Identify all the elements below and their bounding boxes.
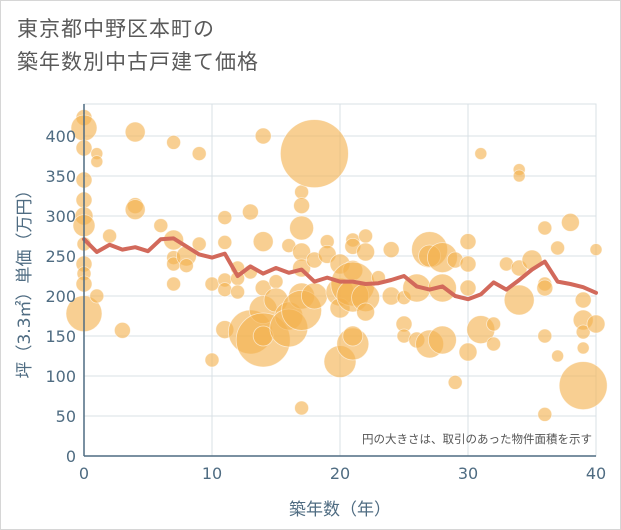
bubble-point xyxy=(102,228,117,244)
chart-title-line-2: 築年数別中古戸建て価格 xyxy=(17,50,259,74)
bubble-point xyxy=(586,314,606,334)
bubble-point xyxy=(356,242,376,262)
bubble-point xyxy=(191,236,207,252)
bubble-point xyxy=(153,218,169,234)
bubble-size-note: 円の大きさは、取引のあった物件面積を示す xyxy=(362,432,592,446)
bubble-point xyxy=(474,147,488,161)
bubble-series xyxy=(65,109,608,422)
chart-title-line-1: 東京都中野区本町の xyxy=(17,17,215,41)
bubble-point xyxy=(558,361,608,411)
x-tick-label: 10 xyxy=(202,464,222,483)
y-tick-label: 250 xyxy=(45,247,76,266)
bubble-point xyxy=(178,258,194,274)
bubble-point xyxy=(217,210,233,226)
bubble-point xyxy=(294,400,310,416)
average-line-series xyxy=(82,236,598,302)
bubble-point xyxy=(575,324,591,340)
bubble-point xyxy=(289,215,315,241)
bubble-point xyxy=(537,406,553,422)
bubble-point xyxy=(447,374,463,390)
bubble-point xyxy=(294,184,310,200)
bubble-point xyxy=(89,288,105,304)
y-tick-label: 100 xyxy=(45,367,76,386)
bubble-point xyxy=(279,119,349,189)
y-tick-label: 150 xyxy=(45,327,76,346)
bubble-point xyxy=(574,291,592,309)
bubble-point xyxy=(252,231,274,253)
bubble-point xyxy=(427,325,457,355)
y-tick-label: 400 xyxy=(45,127,76,146)
bubble-point xyxy=(90,155,104,169)
bubble-point xyxy=(550,240,565,256)
bubble-point xyxy=(459,233,477,251)
bubble-point xyxy=(486,336,502,352)
bubble-point xyxy=(486,316,502,332)
bubble-point xyxy=(459,255,477,273)
bubble-point xyxy=(217,234,233,250)
bubble-point xyxy=(342,325,364,347)
bubble-point xyxy=(459,279,477,297)
bubble-point xyxy=(204,352,220,368)
bubble-point xyxy=(503,284,535,316)
bubble-point xyxy=(166,276,182,292)
x-tick-label: 30 xyxy=(458,464,478,483)
bubble-point xyxy=(217,282,233,298)
bubble-point xyxy=(358,228,374,244)
bubble-point xyxy=(268,274,284,290)
x-tick-label: 0 xyxy=(79,464,89,483)
bubble-point xyxy=(356,302,376,322)
bubble-point xyxy=(537,328,553,344)
bubble-point xyxy=(537,220,553,236)
bubble-point xyxy=(512,169,526,183)
bubble-point xyxy=(536,279,554,297)
bubble-point xyxy=(191,146,207,162)
bubble-point xyxy=(551,349,564,363)
bubble-point xyxy=(166,134,182,150)
bubble-point xyxy=(293,197,311,215)
bubble-point xyxy=(561,212,580,232)
y-tick-label: 350 xyxy=(45,167,76,186)
bubble-point xyxy=(589,243,603,257)
bubble-point xyxy=(254,127,272,145)
bubble-point xyxy=(576,341,590,355)
average-price-line xyxy=(82,236,598,302)
y-tick-label: 200 xyxy=(45,287,76,306)
bubble-point xyxy=(241,203,259,221)
bubble-point xyxy=(230,284,246,300)
y-tick-label: 300 xyxy=(45,207,76,226)
y-axis-title: 坪（3.3㎡）単価（万円） xyxy=(15,181,35,378)
bubble-point xyxy=(124,121,146,143)
chart-title: 東京都中野区本町の 築年数別中古戸建て価格 xyxy=(17,13,259,79)
bubble-point xyxy=(204,276,220,292)
bubble-point xyxy=(382,241,400,259)
bubble-point xyxy=(458,342,478,362)
x-tick-label: 20 xyxy=(330,464,350,483)
x-tick-label: 40 xyxy=(586,464,606,483)
y-tick-label: 50 xyxy=(56,407,76,426)
bubble-point xyxy=(300,282,328,310)
y-tick-label: 0 xyxy=(66,447,76,466)
bubble-point xyxy=(124,199,146,221)
x-axis-title: 築年数（年） xyxy=(289,500,391,520)
bubble-point xyxy=(114,321,131,339)
